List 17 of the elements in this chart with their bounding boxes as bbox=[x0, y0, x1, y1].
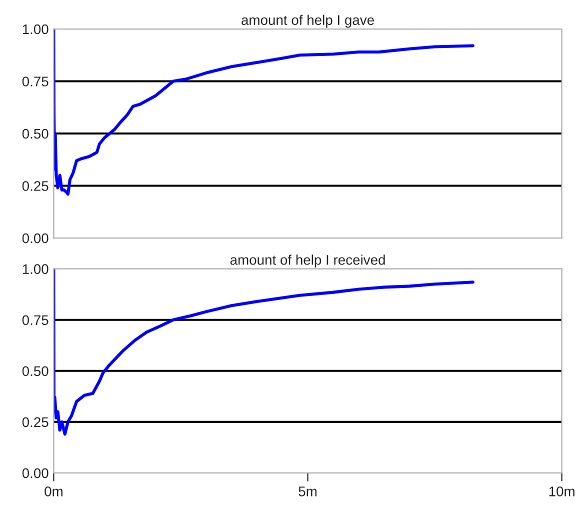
y-tick-label: 0.00 bbox=[22, 233, 48, 244]
line-series bbox=[54, 268, 474, 436]
x-tick-label: 10m bbox=[549, 486, 574, 496]
y-tick-label: 0.00 bbox=[22, 468, 48, 478]
x-tick-label: 0m bbox=[44, 486, 62, 496]
line-series bbox=[54, 29, 474, 196]
y-tick-label: 0.50 bbox=[22, 128, 48, 139]
y-tick-label: 0.50 bbox=[22, 366, 48, 376]
y-tick-label: 0.75 bbox=[22, 315, 48, 326]
chart-title: amount of help I received bbox=[230, 254, 385, 268]
y-tick-label: 0.25 bbox=[22, 417, 48, 428]
y-tick-label: 1.00 bbox=[22, 24, 48, 34]
y-tick-label: 1.00 bbox=[22, 264, 48, 274]
x-tick-label: 5m bbox=[298, 486, 316, 496]
chart-title: amount of help I gave bbox=[242, 14, 374, 28]
y-tick-label: 0.75 bbox=[22, 76, 48, 86]
y-tick-label: 0.25 bbox=[22, 181, 48, 191]
